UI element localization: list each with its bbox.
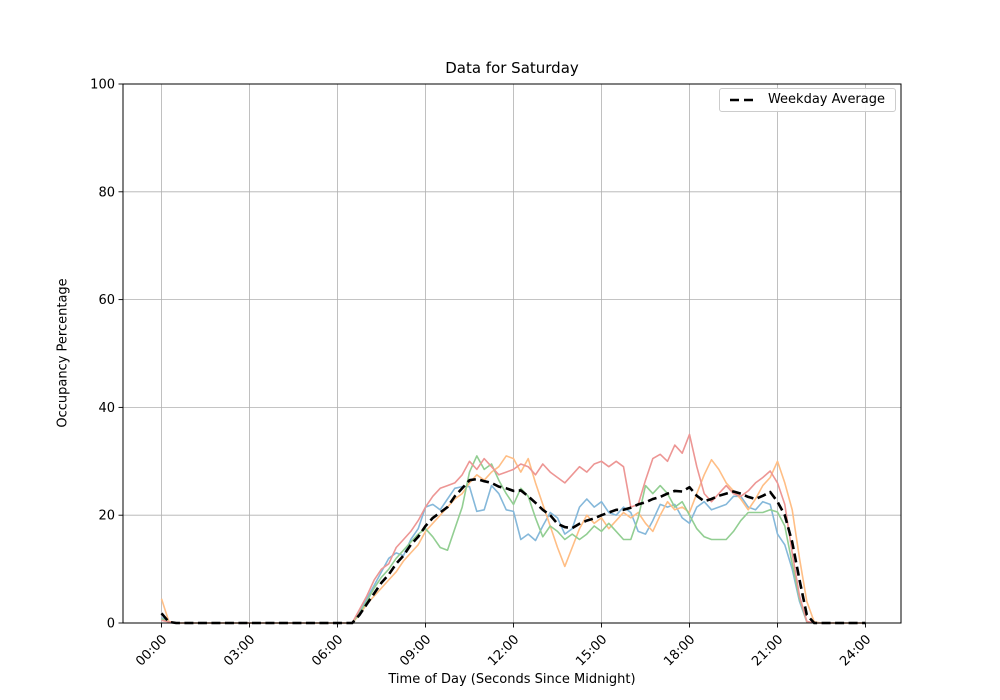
x-tick-label: 00:00	[133, 632, 170, 669]
y-tick-label: 20	[98, 509, 115, 524]
legend-label: Weekday Average	[767, 92, 885, 107]
x-tick-label: 21:00	[749, 632, 786, 669]
x-tick-label: 09:00	[397, 632, 434, 669]
legend: Weekday Average	[718, 88, 896, 112]
x-axis-label: Time of Day (Seconds Since Midnight)	[388, 672, 636, 687]
x-tick-label: 03:00	[221, 632, 258, 669]
x-tick-label: 18:00	[661, 632, 698, 669]
y-tick-label: 80	[98, 185, 115, 200]
y-tick-label: 40	[98, 401, 115, 416]
series-line-weekday-average	[160, 477, 866, 625]
x-tick-label: 12:00	[485, 632, 522, 669]
plot-border	[122, 83, 902, 624]
x-tick-label: 24:00	[837, 632, 874, 669]
x-tick-label: 15:00	[573, 632, 610, 669]
x-tick-label: 06:00	[309, 632, 346, 669]
y-tick-label: 100	[90, 78, 115, 93]
weekday-average-line-sample	[729, 98, 758, 101]
y-tick-label: 60	[98, 293, 115, 308]
chart-title: Data for Saturday	[445, 59, 579, 77]
y-tick-label: 0	[107, 617, 115, 632]
